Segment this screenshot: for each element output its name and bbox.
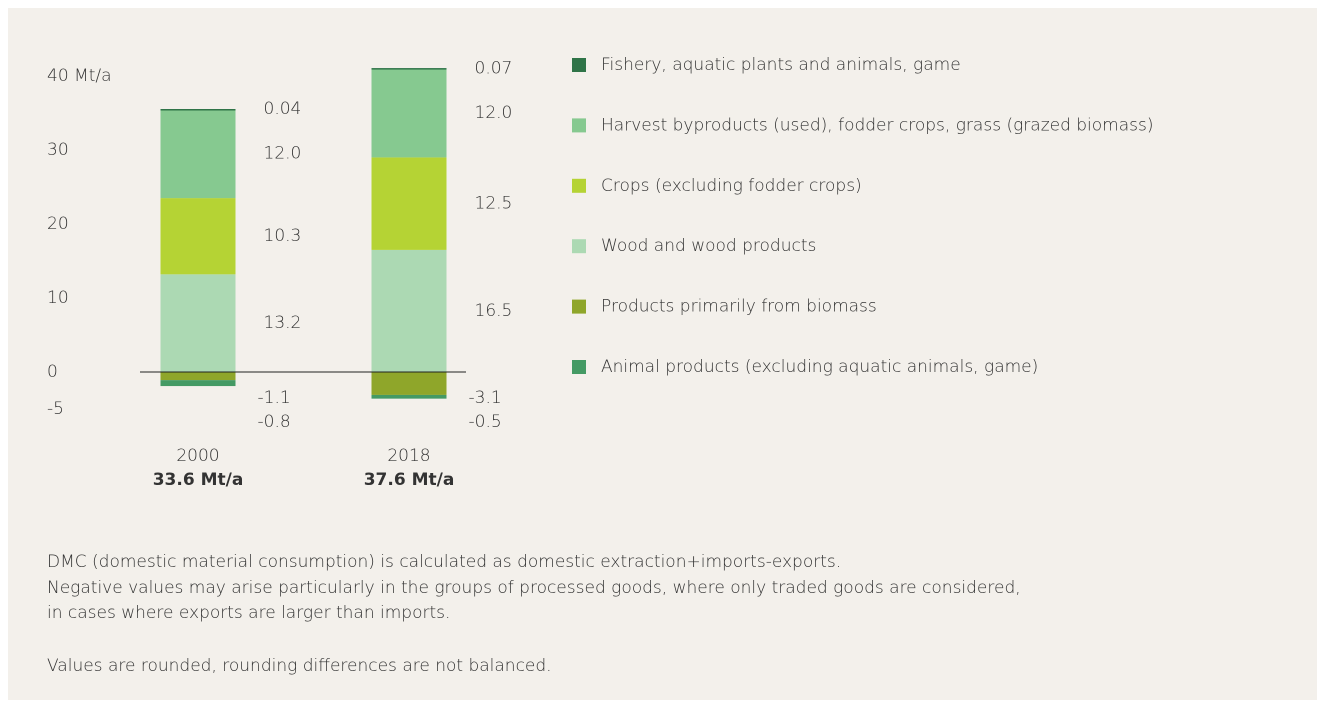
- legend-label: Animal products (excluding aquatic anima…: [601, 357, 1038, 377]
- bar-segment: [371, 68, 447, 70]
- footnote: Values are rounded, rounding differences…: [47, 656, 552, 676]
- footnote: Negative values may arise particularly i…: [47, 578, 1021, 598]
- legend-swatch: [572, 118, 586, 133]
- value-label: -0.8: [258, 412, 291, 432]
- value-label: 16.5: [475, 301, 513, 321]
- footnote: DMC (domestic material consumption) is c…: [47, 552, 841, 572]
- value-label: 12.0: [264, 144, 302, 164]
- bar-segment: [160, 274, 236, 372]
- bar-segment: [160, 109, 236, 199]
- total-label: 33.6 Mt/a: [153, 470, 244, 490]
- value-label: -1.1: [258, 388, 291, 408]
- bar-segment: [160, 372, 236, 381]
- bar-segment: [371, 68, 447, 158]
- y-tick-label: 20: [47, 214, 69, 234]
- y-tick-label: 10: [47, 288, 69, 308]
- y-tick-label: 0: [47, 362, 58, 382]
- legend-swatch: [572, 299, 586, 314]
- y-tick-label: 30: [47, 140, 69, 160]
- legend-swatch: [572, 58, 586, 72]
- legend-label: Wood and wood products: [601, 236, 816, 256]
- x-tick-label: 2000: [176, 446, 219, 466]
- bar-segment: [371, 157, 447, 250]
- x-tick-label: 2018: [387, 446, 430, 466]
- legend-label: Fishery, aquatic plants and animals, gam…: [601, 55, 961, 75]
- y-tick-label: -5: [47, 399, 64, 419]
- value-label: 12.5: [475, 194, 513, 214]
- bar-segment: [160, 109, 236, 111]
- y-tick-label: 40 Mt/a: [47, 66, 112, 86]
- bar-segment: [160, 198, 236, 275]
- value-label: 12.0: [475, 103, 513, 123]
- value-label: 0.04: [264, 99, 302, 119]
- total-label: 37.6 Mt/a: [364, 470, 455, 490]
- bar-segment: [371, 394, 447, 399]
- legend-label: Crops (excluding fodder crops): [601, 176, 862, 196]
- bar-segment: [371, 249, 447, 372]
- legend-label: Products primarily from biomass: [601, 297, 877, 317]
- legend-label: Harvest byproducts (used), fodder crops,…: [601, 115, 1154, 135]
- bar-segment: [160, 380, 236, 387]
- legend-swatch: [572, 178, 586, 193]
- value-label: 10.3: [264, 226, 302, 246]
- value-label: 0.07: [475, 58, 513, 78]
- bar-segment: [371, 372, 447, 395]
- footnote: in cases where exports are larger than i…: [47, 603, 450, 623]
- value-label: -3.1: [469, 388, 502, 408]
- legend-swatch: [572, 239, 586, 254]
- legend-swatch: [572, 360, 586, 374]
- value-label: 13.2: [264, 313, 302, 333]
- value-label: -0.5: [469, 412, 502, 432]
